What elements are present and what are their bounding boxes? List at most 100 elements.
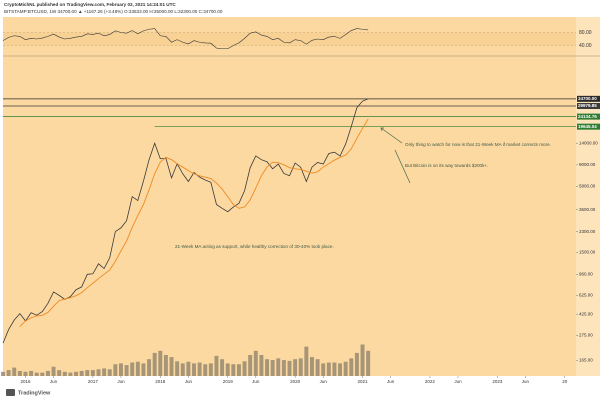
volume-bar bbox=[57, 370, 62, 376]
y-tick-label: 3600.00 bbox=[579, 207, 596, 212]
volume-bar bbox=[304, 346, 309, 376]
volume-bar bbox=[276, 358, 281, 376]
level-label: 29979.85 bbox=[578, 103, 597, 108]
x-tick-label: Jun bbox=[252, 379, 260, 384]
volume-bar bbox=[265, 359, 269, 376]
volume-bar bbox=[74, 371, 78, 376]
volume-bar bbox=[281, 360, 286, 376]
volume-bar bbox=[17, 370, 22, 376]
logo-icon bbox=[6, 389, 15, 396]
x-tick-label: Jun bbox=[454, 379, 462, 384]
level-label: 24134.76 bbox=[578, 114, 597, 119]
volume-bar bbox=[96, 369, 101, 376]
volume-bar bbox=[158, 350, 163, 376]
volume-bar bbox=[102, 368, 107, 376]
volume-bar bbox=[163, 355, 168, 376]
volume-bar bbox=[113, 364, 118, 376]
y-tick-label: 425.00 bbox=[579, 311, 593, 316]
volume-bar bbox=[248, 355, 253, 376]
volume-bar bbox=[208, 363, 213, 376]
price-axis-background bbox=[576, 17, 600, 376]
volume-bar bbox=[220, 359, 225, 376]
volume-bar bbox=[40, 372, 45, 376]
y-tick-label: 2300.00 bbox=[579, 229, 596, 234]
volume-bar bbox=[186, 361, 191, 376]
arrow bbox=[380, 127, 403, 144]
arrow-head bbox=[380, 127, 384, 132]
volume-bar bbox=[124, 365, 129, 376]
volume-bar bbox=[287, 360, 292, 376]
level-label-box bbox=[577, 123, 600, 130]
x-tick-label: Jun bbox=[387, 379, 395, 384]
volume-bar bbox=[298, 358, 303, 376]
volume-bar bbox=[338, 363, 343, 376]
volume-bar bbox=[130, 362, 135, 376]
rsi-band bbox=[3, 32, 576, 46]
x-tick-label: 2023 bbox=[492, 379, 503, 384]
x-tick-label: Jun bbox=[50, 379, 58, 384]
volume-bar bbox=[169, 357, 174, 376]
arrows bbox=[380, 127, 411, 184]
volume-bar bbox=[343, 361, 348, 376]
rsi-tick-label: 80.00 bbox=[579, 30, 592, 36]
volume-bar bbox=[79, 370, 84, 376]
y-tick-label: 5800.00 bbox=[579, 184, 596, 189]
volume-bar bbox=[310, 357, 314, 376]
volume-bar bbox=[90, 370, 95, 376]
x-tick-label: Jun bbox=[320, 379, 328, 384]
y-tick-label: 9000.00 bbox=[579, 162, 596, 167]
volume-bar bbox=[1, 371, 5, 376]
x-tick-label: 2016 bbox=[20, 379, 31, 384]
x-tick-label: 2021 bbox=[358, 379, 369, 384]
y-tick-label: 960.00 bbox=[579, 271, 593, 276]
chart-subtitle: BITSTAMP:BTCUSD, 1W 34700.00 ▲ +1167.26 … bbox=[4, 9, 223, 14]
level-label-box bbox=[577, 95, 600, 102]
volume-bar bbox=[354, 352, 359, 376]
arrow bbox=[394, 149, 411, 184]
chart-title: CryptoMichNL published on TradingView.co… bbox=[4, 2, 176, 7]
annotation: Only thing to watch for now is that 21-W… bbox=[405, 142, 551, 147]
volume-bar bbox=[259, 355, 264, 376]
volume-bar bbox=[12, 367, 17, 376]
level-label-box bbox=[577, 103, 600, 110]
y-tick-label: 1500.00 bbox=[579, 250, 596, 255]
x-tick-label: Jun bbox=[117, 379, 125, 384]
volume-bar bbox=[197, 362, 202, 376]
rsi-line bbox=[2, 28, 369, 50]
volume-bar bbox=[23, 371, 28, 376]
annotation: 21-Week MA acting as support, while heal… bbox=[175, 244, 334, 249]
level-label: 19645.04 bbox=[578, 124, 597, 129]
volume-bar bbox=[85, 370, 90, 376]
volume-bar bbox=[360, 344, 365, 376]
volume-bar bbox=[214, 355, 219, 376]
volume-bar bbox=[175, 361, 180, 376]
volume-bar bbox=[332, 362, 337, 376]
volume-bar bbox=[203, 364, 208, 376]
volume-bar bbox=[107, 369, 112, 376]
volume-bar bbox=[349, 358, 354, 376]
volume-bar bbox=[147, 359, 152, 376]
volume-bar bbox=[366, 350, 371, 376]
x-tick-label: Jun bbox=[522, 379, 530, 384]
volume-bar bbox=[315, 359, 320, 376]
logo: TradingView bbox=[18, 390, 51, 396]
x-tick-label: 2019 bbox=[223, 379, 234, 384]
volume-bar bbox=[135, 361, 140, 376]
y-tick-label: 625.00 bbox=[579, 292, 593, 297]
volume-bar bbox=[45, 370, 50, 376]
volume-bar bbox=[180, 363, 185, 376]
level-label-box bbox=[577, 113, 600, 120]
rsi-tick-label: 40.00 bbox=[579, 43, 592, 49]
volume-bar bbox=[253, 350, 258, 376]
ma-line bbox=[19, 118, 369, 327]
annotation: But Bitcoin is on its way towards $200k+… bbox=[405, 163, 488, 168]
x-tick-label: 2017 bbox=[88, 379, 99, 384]
volume-bar bbox=[152, 352, 157, 376]
volume-bar bbox=[231, 364, 236, 376]
volume-bar bbox=[6, 370, 11, 376]
volume-bar bbox=[236, 364, 241, 376]
volume-bar bbox=[293, 359, 298, 376]
volume-bar bbox=[51, 366, 56, 376]
volume-bar bbox=[326, 362, 331, 376]
